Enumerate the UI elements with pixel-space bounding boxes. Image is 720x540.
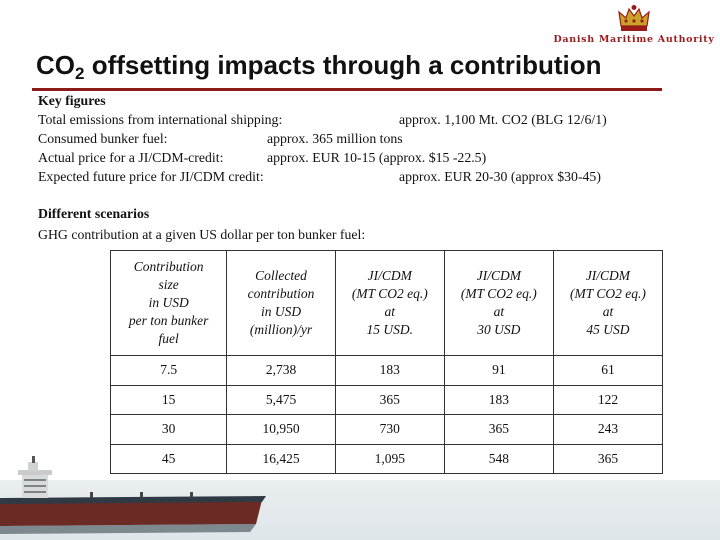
header-line: contribution	[247, 286, 315, 301]
title-rest: offsetting impacts through a contributio…	[84, 50, 602, 80]
header-collected-contribution: Collected contribution in USD (million)/…	[226, 250, 336, 356]
page-title: CO2 offsetting impacts through a contrib…	[36, 50, 602, 84]
key-figure-label: Expected future price for JI/CDM credit:	[38, 169, 264, 184]
table-cell: 548	[443, 443, 554, 474]
table-cell: 45	[109, 443, 228, 474]
header-line: (MT CO2 eq.)	[460, 286, 537, 301]
header-line: per ton bunker	[128, 313, 209, 328]
title-co: CO	[36, 50, 75, 80]
header-line: JI/CDM	[585, 268, 631, 283]
header-line: 30 USD	[477, 322, 521, 337]
header-line: Collected	[255, 268, 307, 283]
table-cell: 2,738	[226, 355, 336, 386]
header-line: at	[602, 304, 614, 319]
table-cell: 730	[334, 414, 445, 445]
table-cell: 7.5	[109, 355, 228, 386]
key-figure-label: Total emissions from international shipp…	[38, 112, 283, 127]
table-cell: 91	[443, 355, 554, 386]
key-figure-value: approx. 365 million tons	[267, 131, 403, 146]
header-line: at	[384, 304, 396, 319]
table-row: 45 16,425 1,095 548 365	[109, 443, 664, 474]
table-cell: 243	[552, 414, 664, 445]
key-figure-value: approx. EUR 10-15 (approx. $15 -22.5)	[267, 150, 487, 165]
header-line: in USD	[148, 295, 189, 310]
header-line: 45 USD	[586, 322, 630, 337]
key-figure-value: approx. EUR 20-30 (approx $30-45)	[399, 169, 601, 184]
table-cell: 365	[552, 443, 664, 474]
key-figure-label: Actual price for a JI/CDM-credit:	[38, 150, 224, 165]
header-jicdm-15: JI/CDM (MT CO2 eq.) at 15 USD.	[334, 250, 445, 356]
key-figure-label: Consumed bunker fuel:	[38, 131, 168, 146]
header-line: in USD	[260, 304, 302, 319]
table-cell: 183	[443, 384, 554, 415]
table-cell: 15	[109, 384, 228, 415]
table-cell: 10,950	[226, 414, 336, 445]
table-cell: 61	[552, 355, 664, 386]
table-cell: 1,095	[334, 443, 445, 474]
table-cell: 365	[334, 384, 445, 415]
header-line: 15 USD.	[366, 322, 414, 337]
header-line: size	[158, 277, 179, 292]
crown-icon	[618, 5, 650, 31]
header-line: (MT CO2 eq.)	[351, 286, 428, 301]
key-figures-heading: Key figures	[38, 93, 106, 108]
header-line: JI/CDM	[476, 268, 521, 283]
table-row: 15 5,475 365 183 122	[109, 384, 664, 415]
header-line: (million)/yr	[249, 322, 313, 337]
header-contribution-size: Contribution size in USD per ton bunker …	[109, 250, 228, 356]
table-row: 30 10,950 730 365 243	[109, 414, 664, 445]
table-row: 7.5 2,738 183 91 61	[109, 355, 664, 386]
table-cell: 122	[552, 384, 664, 415]
table-cell: 16,425	[226, 443, 336, 474]
scenarios-heading: Different scenarios	[38, 206, 150, 221]
header-line: fuel	[158, 331, 179, 346]
key-figure-value: approx. 1,100 Mt. CO2 (BLG 12/6/1)	[399, 112, 607, 127]
table-cell: 365	[443, 414, 554, 445]
title-subscript: 2	[75, 64, 85, 83]
header-line: at	[493, 304, 505, 319]
header-jicdm-45: JI/CDM (MT CO2 eq.) at 45 USD	[552, 250, 664, 356]
header-line: Contribution	[133, 259, 204, 274]
title-divider	[32, 88, 662, 91]
table-cell: 5,475	[226, 384, 336, 415]
header-line: JI/CDM	[367, 268, 412, 283]
header-jicdm-30: JI/CDM (MT CO2 eq.) at 30 USD	[443, 250, 554, 356]
ship-image	[0, 456, 266, 534]
logo-text: Danish Maritime Authority	[553, 34, 715, 45]
header-line: (MT CO2 eq.)	[570, 286, 646, 301]
table-header-row: Contribution size in USD per ton bunker …	[109, 250, 664, 356]
table-cell: 183	[334, 355, 445, 386]
scenarios-subheading: GHG contribution at a given US dollar pe…	[38, 227, 366, 242]
scenario-table: Contribution size in USD per ton bunker …	[109, 250, 664, 474]
table-cell: 30	[109, 414, 228, 445]
